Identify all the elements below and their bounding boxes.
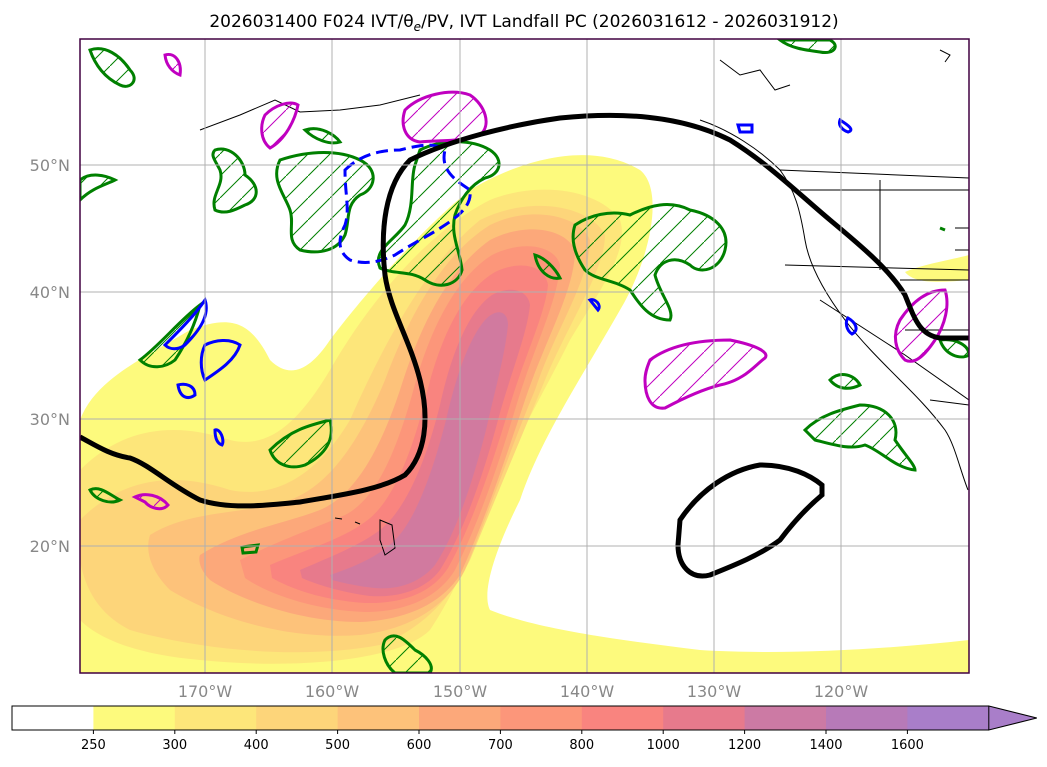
colorbar-swatch xyxy=(174,706,257,730)
colorbar-swatch xyxy=(826,706,908,730)
colorbar-tick-label: 1000 xyxy=(647,738,680,753)
ivt-landfall-contour xyxy=(80,112,969,579)
lat-label: 30°N xyxy=(30,410,70,429)
colorbar-swatch xyxy=(419,706,501,730)
pv-green-contours xyxy=(80,39,969,673)
lat-label: 50°N xyxy=(30,156,70,175)
lon-label: 140°W xyxy=(560,682,615,701)
colorbar-swatch xyxy=(500,706,583,730)
lon-label: 130°W xyxy=(687,682,742,701)
map-panel xyxy=(80,39,969,673)
lon-labels: 170°W 160°W 150°W 140°W 130°W 120°W xyxy=(178,682,869,701)
colorbar-tick-label: 600 xyxy=(407,738,432,753)
colorbar-tick-label: 1200 xyxy=(728,738,761,753)
ivt-shading xyxy=(80,155,969,673)
colorbar-tick-label: 250 xyxy=(81,738,106,753)
colorbar-tick-label: 1400 xyxy=(809,738,842,753)
lat-label: 20°N xyxy=(30,537,70,556)
lon-label: 160°W xyxy=(305,682,360,701)
map-title: 2026031400 F024 IVT/θe/PV, IVT Landfall … xyxy=(209,12,838,34)
colorbar-swatch xyxy=(93,706,176,730)
theta-e-contours xyxy=(162,117,858,447)
lon-label: 150°W xyxy=(433,682,488,701)
colorbar-tick-label: 500 xyxy=(325,738,350,753)
coastlines xyxy=(199,49,969,556)
colorbar-extend-arrow xyxy=(988,705,1037,731)
colorbar-swatch xyxy=(337,706,420,730)
colorbar-swatch xyxy=(907,706,990,730)
colorbar-tick-label: 300 xyxy=(162,738,187,753)
colorbar-tick-label: 800 xyxy=(569,738,594,753)
colorbar-swatch xyxy=(256,706,339,730)
graticule xyxy=(80,39,969,673)
colorbar-swatch xyxy=(581,706,664,730)
colorbar-swatch xyxy=(663,706,746,730)
colorbar-swatch xyxy=(744,706,827,730)
colorbar-tick-label: 700 xyxy=(488,738,513,753)
pv-magenta-contours xyxy=(131,52,949,511)
colorbar-tick-label: 1600 xyxy=(891,738,924,753)
lon-label: 170°W xyxy=(178,682,233,701)
lat-labels: 50°N 40°N 30°N 20°N xyxy=(30,156,70,556)
lat-label: 40°N xyxy=(30,283,70,302)
colorbar-tick-label: 400 xyxy=(244,738,269,753)
colorbar: 250 300 400 500 600 700 800 1000 1200 1400 1600 xyxy=(11,705,1037,753)
map-frame xyxy=(79,38,970,674)
lon-label: 120°W xyxy=(814,682,869,701)
colorbar-swatch xyxy=(12,706,94,730)
